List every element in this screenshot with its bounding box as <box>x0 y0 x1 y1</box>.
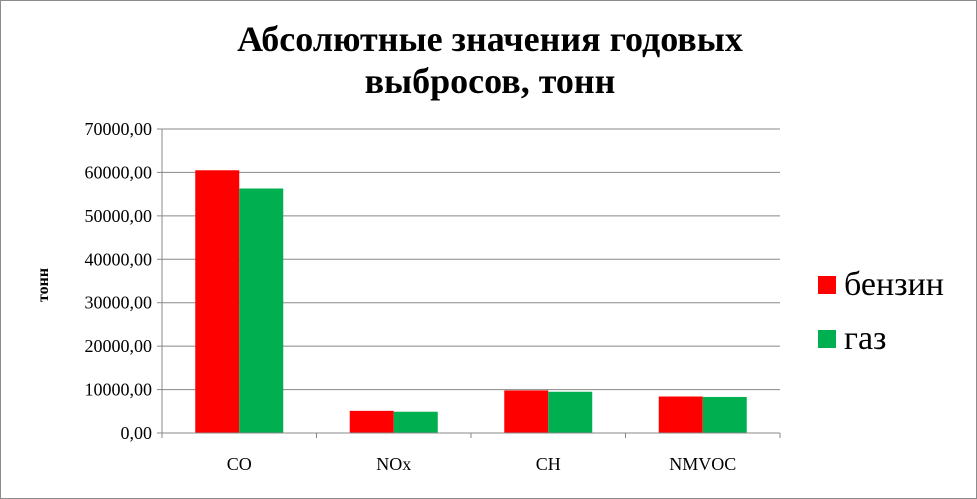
bar-nox-gaz <box>393 411 438 433</box>
legend-swatch-benzin <box>818 276 836 294</box>
legend-label-benzin: бензин <box>844 266 944 303</box>
bar-co-benzin <box>195 170 240 433</box>
chart-title: Абсолютные значения годовых выбросов, то… <box>237 19 743 101</box>
bar-co-gaz <box>239 188 284 433</box>
legend-swatch-gaz <box>818 330 836 348</box>
y-tick-label: 20000,00 <box>85 336 153 356</box>
legend-item-benzin: бензин <box>818 258 944 312</box>
bar-ch-benzin <box>504 390 549 433</box>
x-tick-label: CO <box>227 454 252 474</box>
y-tick-label: 70000,00 <box>85 119 153 139</box>
bar-nox-benzin <box>349 410 394 433</box>
bar-nmvoc-benzin <box>658 396 703 433</box>
y-tick-label: 10000,00 <box>85 380 153 400</box>
y-tick-label: 40000,00 <box>85 249 153 269</box>
legend-label-gaz: газ <box>844 320 887 357</box>
y-tick-label: 50000,00 <box>85 206 153 226</box>
legend-item-gaz: газ <box>818 312 944 366</box>
y-tick-label: 30000,00 <box>85 293 153 313</box>
bar-ch-gaz <box>548 391 593 433</box>
y-tick-label: 60000,00 <box>85 162 153 182</box>
legend: бензин газ <box>818 258 944 366</box>
bar-nmvoc-gaz <box>702 396 747 433</box>
x-tick-label: NOx <box>376 454 411 474</box>
y-tick-label: 0,00 <box>121 423 153 443</box>
x-tick-label: NMVOC <box>669 454 736 474</box>
x-tick-label: CH <box>536 454 561 474</box>
